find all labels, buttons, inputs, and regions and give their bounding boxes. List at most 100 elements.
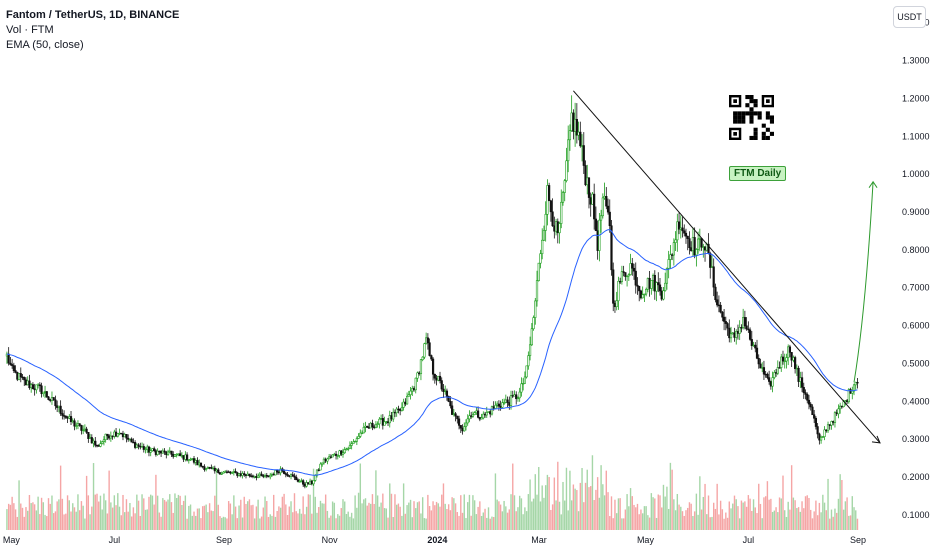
- volume-bar: [498, 501, 500, 530]
- volume-bar: [461, 512, 464, 530]
- candle-body: [631, 263, 634, 269]
- candle: [139, 442, 142, 450]
- volume-bar: [619, 498, 621, 530]
- volume-bar: [18, 480, 20, 530]
- volume-bar: [233, 495, 235, 530]
- candle-body: [594, 218, 598, 232]
- candle-body: [740, 327, 743, 329]
- candle-body: [137, 444, 140, 447]
- candle-body: [218, 472, 222, 475]
- volume-bar: [577, 511, 580, 530]
- candle-body: [302, 480, 305, 485]
- candle-body: [168, 450, 171, 453]
- candle-body: [111, 435, 114, 438]
- candle: [702, 243, 705, 258]
- candle-body: [170, 450, 173, 455]
- candle-body: [405, 396, 409, 405]
- volume-bar: [494, 473, 497, 530]
- volume-bar: [570, 500, 573, 530]
- candle-body: [778, 367, 781, 369]
- candle-body: [314, 475, 317, 481]
- ema-line: [6, 229, 858, 476]
- volume-bar: [413, 501, 415, 530]
- candle: [738, 320, 741, 341]
- volume-bar: [134, 513, 136, 530]
- volume-bar: [801, 501, 803, 530]
- candle: [461, 424, 464, 435]
- candle-body: [790, 352, 793, 361]
- candle-body: [551, 211, 554, 227]
- candle: [248, 473, 251, 478]
- volume-bar: [825, 510, 827, 530]
- candle-body: [802, 387, 805, 393]
- legend-volume[interactable]: Vol · FTM: [6, 24, 54, 36]
- candle-body: [376, 423, 379, 425]
- volume-bar: [245, 503, 247, 530]
- candle-body: [40, 385, 43, 395]
- candle-body: [501, 402, 504, 408]
- volume-bar: [773, 510, 776, 530]
- candle: [7, 347, 10, 366]
- volume-bar: [77, 494, 79, 530]
- volume-bar: [389, 483, 391, 530]
- volume-bar: [87, 495, 90, 530]
- candle-body: [683, 230, 686, 234]
- candle-body: [369, 422, 372, 429]
- volume-bar: [454, 503, 457, 530]
- candle-body: [407, 394, 410, 397]
- candle: [480, 413, 483, 420]
- candle: [120, 432, 123, 435]
- volume-bar: [281, 496, 284, 530]
- candle: [785, 353, 788, 369]
- volume-bar: [214, 495, 216, 530]
- volume-bar: [441, 494, 443, 530]
- candle: [17, 373, 21, 381]
- legend-ema[interactable]: EMA (50, close): [6, 39, 84, 51]
- volume-bar: [465, 518, 467, 530]
- candle-body: [66, 417, 69, 419]
- candle: [16, 371, 19, 382]
- legend-title[interactable]: Fantom / TetherUS, 1D, BINANCE: [6, 9, 180, 21]
- candle-body: [579, 131, 582, 147]
- candle-body: [643, 293, 646, 296]
- candle: [286, 471, 289, 477]
- candle: [108, 434, 111, 441]
- volume-bar: [752, 499, 755, 530]
- currency-button[interactable]: USDT: [893, 6, 926, 28]
- candle: [468, 410, 471, 423]
- candle-body: [752, 344, 755, 347]
- volume-bar: [834, 508, 836, 530]
- x-tick-label: Sep: [216, 535, 232, 545]
- candle: [59, 400, 62, 416]
- candle-body: [392, 411, 395, 420]
- candle: [329, 454, 332, 459]
- candle: [475, 407, 478, 415]
- candle: [598, 212, 601, 262]
- candle: [482, 411, 485, 420]
- volume-bar: [14, 509, 17, 530]
- candle-body: [35, 384, 38, 391]
- volume-bar: [264, 496, 266, 530]
- candle-body: [7, 353, 10, 364]
- volume-bar: [257, 499, 259, 530]
- volume-bar: [794, 500, 796, 530]
- candle-body: [586, 177, 589, 186]
- candle: [75, 422, 78, 430]
- candle: [92, 438, 95, 448]
- candle: [617, 276, 620, 310]
- volume-bar: [234, 506, 237, 530]
- volume-bar: [723, 518, 725, 530]
- candle-body: [388, 415, 391, 424]
- volume-bar: [300, 513, 303, 530]
- candle: [300, 478, 303, 483]
- volume-bar: [553, 477, 556, 530]
- volume-bar: [479, 501, 481, 530]
- candle: [596, 220, 599, 260]
- volume-bar: [468, 494, 471, 530]
- volume-bar: [510, 494, 512, 530]
- candle-body: [799, 377, 802, 382]
- volume-bar: [633, 504, 635, 530]
- candle-body: [548, 185, 551, 202]
- volume-bar: [844, 501, 847, 530]
